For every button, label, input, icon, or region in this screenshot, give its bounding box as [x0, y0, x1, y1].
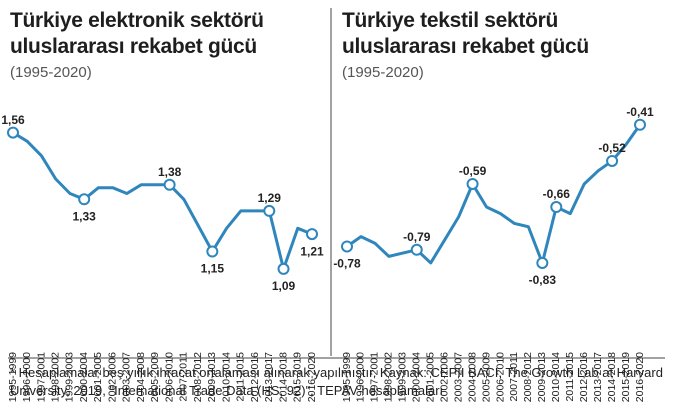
x-tick-label: 2002-2006 — [106, 352, 118, 402]
point-marker — [606, 154, 619, 167]
x-tick-label: 1996-2000 — [355, 352, 367, 402]
point-marker — [306, 228, 318, 241]
x-tick-label: 1998-2002 — [49, 352, 61, 402]
x-tick-label: 2006-2010 — [494, 352, 506, 402]
x-tick-label: 2010-2014 — [220, 352, 232, 402]
data-label: -0,59 — [459, 164, 487, 178]
x-tick-label: 2000-2004 — [78, 352, 90, 402]
point-marker — [536, 256, 549, 269]
x-tick-label: 2013-2017 — [592, 352, 604, 402]
point-marker — [550, 201, 563, 214]
footnote: * Hesaplamalar beş yıllık ihracat ortala… — [10, 365, 663, 398]
chart-title: Türkiye tekstil sektörü uluslararası rek… — [342, 9, 589, 58]
data-label: -0,83 — [529, 273, 557, 287]
x-tick-label: 2012-2016 — [578, 352, 590, 402]
x-tick-label: 2016-2020 — [306, 352, 318, 402]
x-tick-label: 2006-2010 — [163, 352, 175, 402]
x-tick-label: 2003-2007 — [121, 352, 133, 402]
series-line — [346, 123, 642, 265]
chart-subtitle: (1995-2020) — [342, 64, 424, 81]
point-marker — [277, 262, 290, 275]
x-tick-label: 1996-2000 — [21, 352, 33, 402]
x-tick-label: 1999-2003 — [397, 352, 409, 402]
data-label: -0,78 — [333, 257, 361, 271]
x-tick-label: 2003-2007 — [452, 352, 464, 402]
x-tick-label: 2010-2014 — [550, 352, 562, 402]
point-marker — [78, 193, 91, 206]
point-marker — [263, 204, 276, 217]
x-tick-label: 2015-2019 — [292, 352, 304, 402]
x-tick-label: 2009-2013 — [536, 352, 548, 402]
x-tick-label: 2016-2020 — [634, 352, 646, 402]
x-tick-label: 2011-2015 — [235, 352, 247, 402]
x-tick-label: 1995-1999 — [341, 352, 353, 402]
point-marker — [634, 118, 646, 131]
x-tick-label: 2011-2015 — [564, 352, 576, 402]
x-tick-label: 1995-1999 — [7, 352, 19, 402]
data-label: -0,79 — [403, 230, 431, 244]
x-tick-label: 1998-2002 — [383, 352, 395, 402]
point-marker — [206, 245, 219, 258]
point-marker — [410, 243, 423, 256]
x-tick-label: 2007-2011 — [178, 352, 190, 402]
x-tick-label: 2000-2004 — [411, 352, 423, 402]
data-label: 1,29 — [258, 191, 282, 205]
x-tick-label: 2002-2006 — [438, 352, 450, 402]
x-tick-label: 2001-2005 — [92, 352, 104, 402]
x-tick-label: 2014-2018 — [606, 352, 618, 402]
series-line — [12, 131, 313, 271]
x-tick-label: 1997-2001 — [35, 352, 47, 402]
x-tick-label: 2013-2017 — [263, 352, 275, 402]
x-tick-label: 2015-2019 — [620, 352, 632, 402]
chart-subtitle: (1995-2020) — [10, 64, 92, 81]
data-label: -0,52 — [598, 141, 626, 155]
point-marker — [341, 240, 353, 253]
x-tick-label: 2009-2013 — [206, 352, 218, 402]
data-label: 1,21 — [300, 244, 324, 258]
x-tick-label: 2012-2016 — [249, 352, 261, 402]
x-tick-label: 2008-2012 — [192, 352, 204, 402]
data-label: -0,66 — [543, 187, 571, 201]
point-marker — [163, 178, 176, 191]
x-tick-label: 2004-2008 — [135, 352, 147, 402]
data-label: 1,33 — [73, 209, 97, 223]
point-marker — [466, 177, 479, 190]
data-label: 1,09 — [272, 279, 296, 293]
x-tick-label: 2007-2011 — [508, 352, 520, 402]
x-tick-label: 1999-2003 — [64, 352, 76, 402]
x-tick-label: 2005-2009 — [149, 352, 161, 402]
data-label: -0,41 — [626, 105, 654, 119]
x-tick-label: 1997-2001 — [369, 352, 381, 402]
x-tick-label: 2014-2018 — [277, 352, 289, 402]
x-tick-label: 2001-2005 — [424, 352, 436, 402]
x-tick-label: 2004-2008 — [466, 352, 478, 402]
data-label: 1,15 — [201, 262, 225, 276]
point-marker — [7, 126, 19, 139]
data-label: 1,56 — [1, 113, 25, 127]
x-tick-label: 2008-2012 — [522, 352, 534, 402]
chart-title: Türkiye elektronik sektörü uluslararası … — [10, 9, 264, 58]
x-tick-label: 2005-2009 — [480, 352, 492, 402]
data-label: 1,38 — [158, 165, 182, 179]
